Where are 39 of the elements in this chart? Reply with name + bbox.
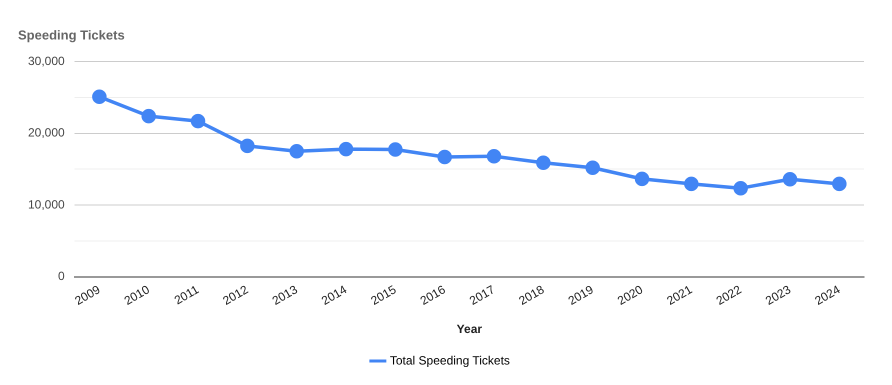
- x-tick-label: 2017: [467, 282, 498, 308]
- point: [486, 149, 502, 164]
- point: [585, 160, 600, 176]
- y-tick-label: 10,000: [28, 197, 66, 212]
- chart-title: Speeding Tickets: [18, 27, 125, 42]
- point: [437, 150, 452, 164]
- point: [190, 114, 206, 128]
- x-tick-label: 2012: [220, 282, 251, 308]
- y-tick-label: 30,000: [28, 54, 66, 68]
- x-tick-label: 2019: [566, 282, 596, 308]
- x-axis-title: Year: [456, 322, 482, 336]
- point: [92, 89, 107, 104]
- x-tick-label: 2011: [172, 282, 202, 308]
- point: [338, 142, 354, 156]
- x-tick-label: 2016: [418, 282, 448, 308]
- x-tick-label: 2013: [270, 282, 300, 308]
- x-tick-label: 2010: [122, 282, 152, 308]
- x-tick-label: 2020: [615, 282, 646, 308]
- point: [733, 180, 748, 196]
- x-tick-label: 2022: [714, 282, 744, 308]
- y-tick-label: 0: [58, 269, 66, 284]
- x-tick-label: 2014: [319, 282, 350, 308]
- point: [782, 172, 798, 186]
- x-tick-label: 2015: [368, 282, 399, 308]
- point: [634, 172, 650, 186]
- x-tick-label: 2023: [763, 282, 794, 308]
- point: [536, 155, 551, 170]
- legend-label: Total Speeding Tickets: [390, 353, 510, 368]
- x-tick-label: 2018: [516, 282, 547, 308]
- point: [289, 144, 304, 159]
- x-tick-label: 2024: [812, 282, 843, 308]
- point: [240, 138, 255, 154]
- point: [141, 108, 156, 124]
- x-tick-label: 2009: [72, 282, 103, 308]
- point: [832, 176, 847, 192]
- point: [388, 142, 403, 157]
- y-tick-label: 20,000: [28, 126, 66, 140]
- x-tick-label: 2021: [664, 282, 695, 308]
- point: [684, 176, 699, 192]
